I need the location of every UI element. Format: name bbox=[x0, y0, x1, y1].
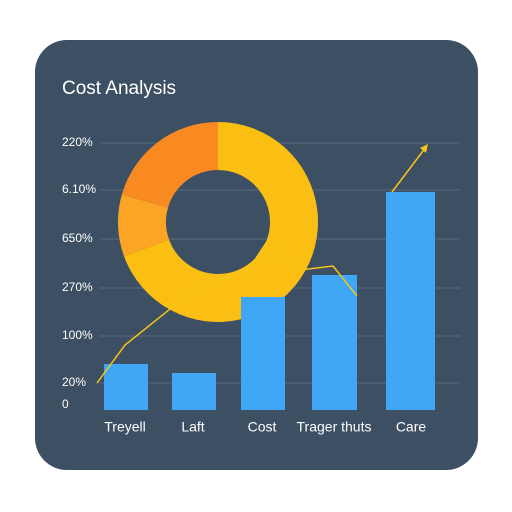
bar bbox=[312, 275, 357, 410]
donut-segment bbox=[118, 194, 170, 257]
category-label: Laft bbox=[181, 419, 204, 435]
bars bbox=[104, 192, 435, 410]
arrow-head bbox=[420, 144, 428, 153]
trend-arrow bbox=[391, 146, 427, 193]
bar bbox=[172, 373, 216, 410]
axis-label: 100% bbox=[62, 328, 93, 342]
labels: 220% 6.10% 650% 270% 100% 20% 0 Treyell Laft Cost… bbox=[62, 135, 426, 435]
axis-label: 650% bbox=[62, 231, 93, 245]
bar bbox=[104, 364, 148, 410]
bar bbox=[241, 297, 285, 410]
axis-label: 20% bbox=[62, 375, 86, 389]
chart-title: Cost Analysis bbox=[62, 78, 176, 99]
donut-segment bbox=[121, 122, 218, 208]
category-label: Trager thuts bbox=[297, 419, 372, 435]
axis-label: 270% bbox=[62, 280, 93, 294]
card-background bbox=[35, 40, 478, 470]
axis-label: 0 bbox=[62, 397, 69, 411]
trend-line bbox=[96, 238, 358, 384]
axis-label: 6.10% bbox=[62, 182, 96, 196]
axis-label: 220% bbox=[62, 135, 93, 149]
category-label: Cost bbox=[248, 419, 277, 435]
donut bbox=[118, 122, 318, 323]
donut-segment bbox=[124, 122, 318, 323]
bar bbox=[386, 192, 435, 410]
category-label: Care bbox=[396, 419, 427, 435]
category-label: Treyell bbox=[104, 419, 146, 435]
